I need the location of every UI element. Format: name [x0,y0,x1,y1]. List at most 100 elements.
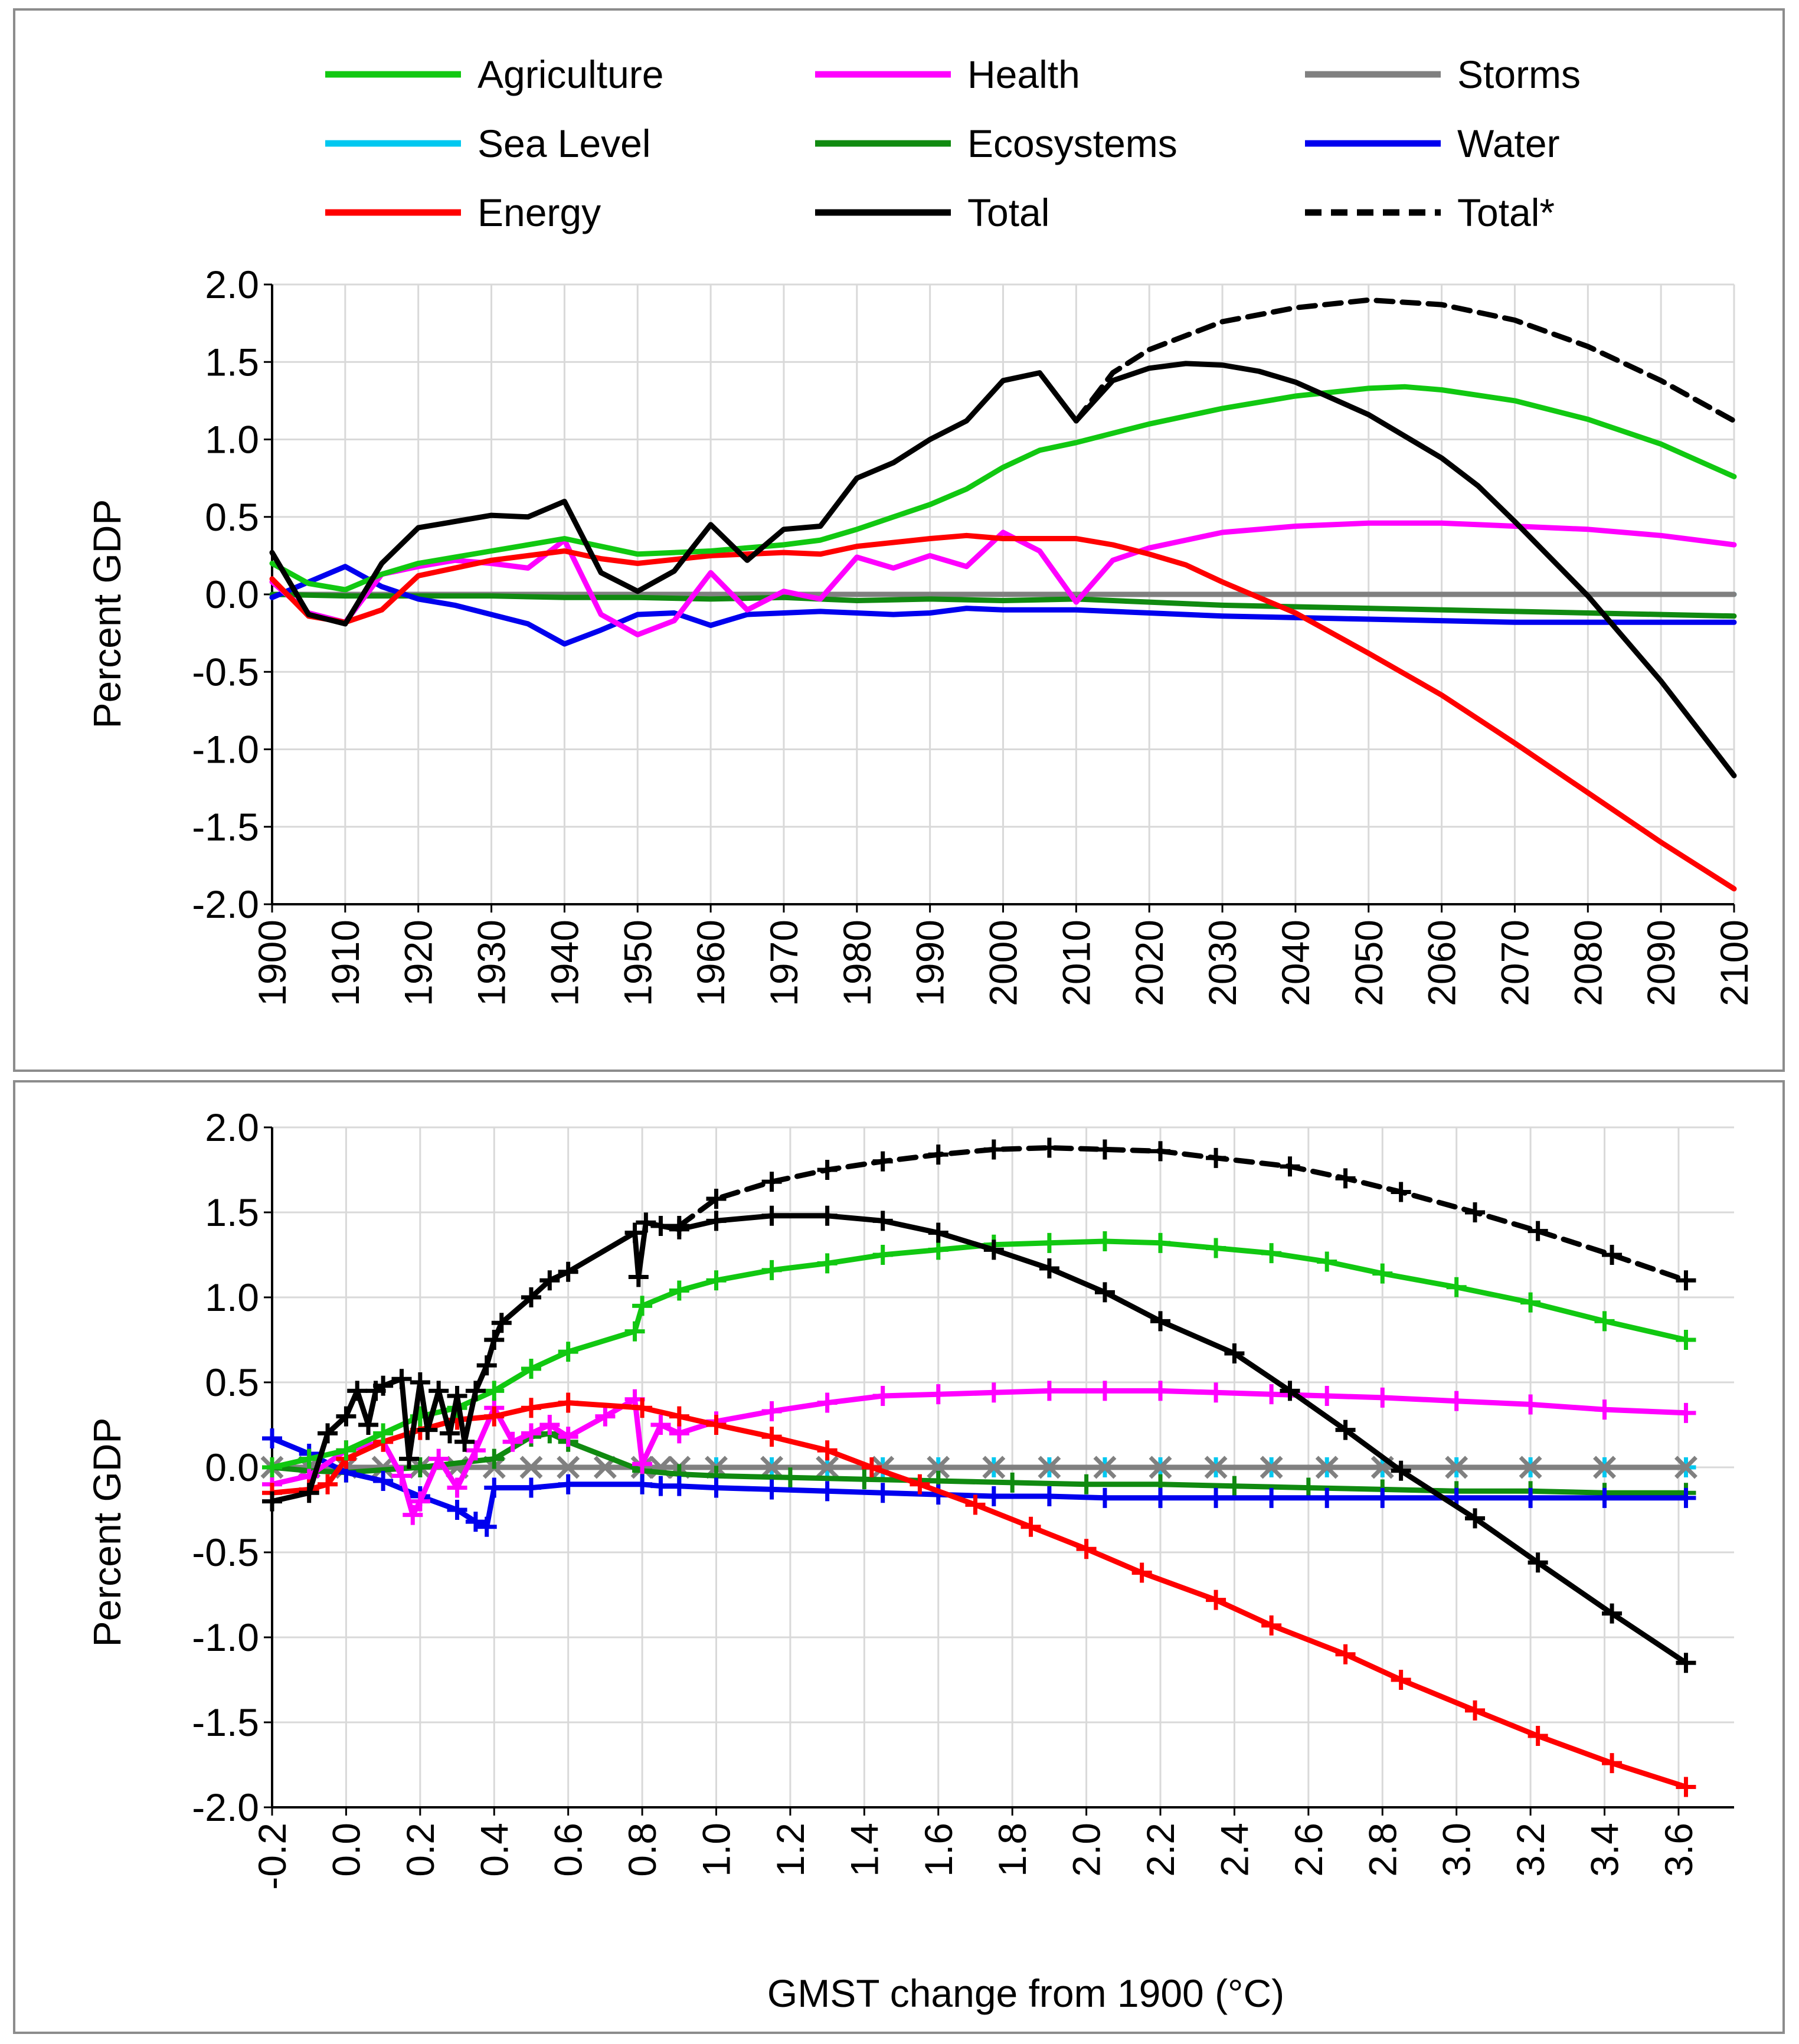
top-y-tick-label: -1.0 [192,728,259,771]
bottom-marker-storms [760,1456,784,1479]
bottom-marker-health [465,1440,486,1461]
bottom-marker-total [262,1491,282,1512]
bottom-marker-total [761,1205,782,1226]
bottom-marker-energy [1076,1539,1097,1559]
bottom-marker-total [491,1313,512,1333]
bottom-marker-water [465,1512,486,1532]
bottom-marker-total [1094,1282,1115,1303]
top-panel: Agriculture Health Storms Sea Level Ecosyste… [13,8,1785,1072]
bottom-marker-total [521,1287,541,1307]
bottom-marker-agriculture [624,1321,645,1342]
bottom-marker-agriculture [484,1381,505,1401]
bottom-marker-total [1391,1182,1411,1202]
bottom-marker-health [1372,1387,1393,1408]
bottom-marker-total [391,1369,412,1389]
legend-label-total: Total* [1457,191,1555,234]
top-y-tick-label: 2.0 [205,263,259,306]
bottom-marker-total [669,1216,689,1237]
bottom-marker-energy [861,1457,882,1477]
bottom-marker-total [1602,1245,1623,1265]
bottom-marker-agriculture [1150,1232,1171,1253]
legend-label-agriculture: Agriculture [477,53,663,96]
bottom-marker-agriculture [1261,1243,1282,1264]
legend: Agriculture Health Storms Sea Level Ecosyste… [325,53,1581,234]
legend-label-health: Health [967,53,1080,96]
bottom-marker-total [1335,1420,1356,1440]
bottom-marker-total [399,1448,420,1469]
bottom-x-tick-label: 2.4 [1212,1823,1256,1877]
bottom-series-lines [260,1137,1697,1797]
bottom-marker-health [410,1491,430,1512]
top-series-agriculture [269,384,1737,593]
bottom-marker-total [1150,1311,1171,1332]
bottom-marker-total [1039,1258,1059,1279]
bottom-x-tick-label: 1.8 [990,1823,1034,1877]
top-x-tick-label: 2020 [1127,920,1171,1006]
legend-label-energy: Energy [477,191,601,234]
bottom-y-axis-label: Percent GDP [85,1418,129,1647]
bottom-marker-health [1520,1394,1541,1415]
bottom-x-tick-label: 0.4 [472,1823,516,1877]
bottom-marker-health [1676,1402,1696,1423]
bottom-x-tick-label: 0.8 [620,1823,664,1877]
legend-label-ecosystems: Ecosystems [967,122,1177,165]
bottom-marker-total [417,1420,438,1440]
bottom-y-tick-label: -1.0 [192,1615,259,1659]
bottom-marker-water [1520,1487,1541,1508]
bottom-marker-total [628,1267,649,1287]
bottom-marker-agriculture [299,1448,319,1469]
bottom-marker-health [928,1384,948,1405]
bottom-marker-total [558,1261,578,1282]
bottom-x-tick-label: -0.2 [250,1823,294,1890]
bottom-marker-total [650,1216,671,1237]
bottom-marker-energy [1131,1562,1152,1583]
bottom-marker-agriculture [1676,1330,1696,1350]
top-y-tick-label: 0.5 [205,495,259,539]
bottom-marker-total [1150,1141,1171,1162]
bottom-marker-ecosystems [1076,1474,1097,1494]
bottom-marker-agriculture [521,1358,541,1379]
bottom-marker-total [347,1381,368,1401]
bottom-marker-agriculture [1372,1263,1393,1284]
bottom-marker-total [983,1240,1004,1260]
bottom-marker-ecosystems [780,1467,800,1488]
bottom-marker-total [299,1483,319,1503]
top-series-lines [269,297,1737,892]
bottom-marker-energy [1465,1700,1486,1721]
bottom-marker-water [484,1477,505,1498]
bottom-marker-ecosystems [1002,1472,1023,1493]
bottom-marker-total [983,1139,1004,1160]
time-series-chart: Agriculture Health Storms Sea Level Ecosyste… [85,53,1756,1006]
bottom-marker-agriculture [632,1296,653,1316]
bottom-marker-energy [761,1427,782,1447]
bottom-marker-energy [910,1474,930,1494]
top-series-total [269,361,1737,779]
bottom-marker-total [429,1381,449,1401]
top-series-ecosystems [269,591,1737,619]
top-x-tick-label: 1960 [689,920,732,1006]
bottom-marker-water [872,1483,893,1503]
bottom-marker-storms [1260,1456,1283,1479]
bottom-marker-water [1206,1487,1226,1508]
bottom-marker-health [872,1386,893,1407]
bottom-marker-total [1527,1221,1548,1241]
bottom-marker-health [447,1477,467,1498]
top-x-tick-label: 2090 [1639,920,1683,1006]
bottom-marker-agriculture [373,1423,394,1444]
bottom-marker-health [1261,1384,1282,1405]
bottom-marker-water [1150,1487,1171,1508]
top-x-tick-label: 1920 [397,920,440,1006]
bottom-marker-agriculture [558,1342,578,1362]
bottom-marker-storms [557,1456,580,1479]
bottom-marker-ecosystems [484,1448,505,1469]
bottom-marker-total [872,1211,893,1231]
bottom-marker-total [358,1415,379,1435]
bottom-marker-health [1094,1381,1115,1401]
bottom-axes: 2.0 1.5 1.0 0.5 0.0 -0.5 -1.0 -1.5 -2.0-0.2 0.0 0.… [192,1106,1734,1890]
bottom-marker-water [1094,1487,1115,1508]
bottom-marker-energy [669,1406,689,1427]
bottom-marker-health [521,1423,541,1444]
bottom-marker-agriculture [1317,1251,1337,1272]
bottom-marker-water [817,1481,838,1502]
bottom-x-tick-label: 2.8 [1360,1823,1404,1877]
